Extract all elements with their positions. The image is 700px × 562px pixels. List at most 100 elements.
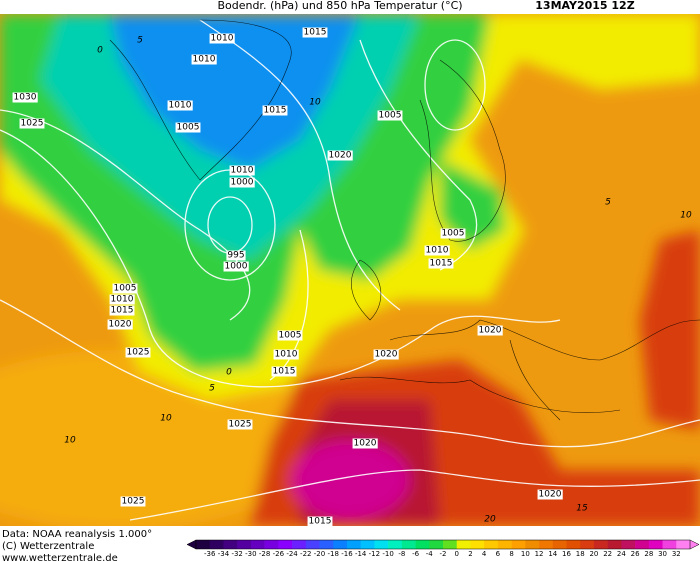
colorbar-swatch (319, 540, 334, 549)
colorbar-frame (195, 539, 691, 550)
isobar-label-box (125, 347, 151, 358)
colorbar-swatch (388, 540, 403, 549)
isotherm-label: 10 (309, 98, 321, 108)
colorbar-swatch (662, 540, 677, 549)
isobar-label: 1010 (193, 55, 216, 65)
colorbar-swatch (593, 540, 608, 549)
colorbar-swatch (360, 540, 375, 549)
colorbar-arrow-left (186, 539, 197, 550)
colorbar-swatch (250, 540, 265, 549)
isobar-label-box (377, 110, 403, 121)
colorbar-label: -28 (259, 550, 270, 558)
colorbar-swatch (346, 540, 361, 549)
colorbar-swatch (237, 540, 252, 549)
isobar-label-box (223, 261, 249, 272)
isobar-label: 1000 (225, 262, 248, 272)
isobar-label: 1005 (442, 229, 465, 239)
colorbar-label: 16 (562, 550, 571, 558)
colorbar-swatch (401, 540, 416, 549)
footer: Data: NOAA reanalysis 1.000° (C) Wetterz… (2, 529, 152, 562)
isobar-label-box (373, 349, 399, 360)
colorbar-swatch (415, 540, 430, 549)
coastlines (109, 19, 700, 421)
colorbar-label: -20 (314, 550, 325, 558)
isobar-label-box (12, 92, 38, 103)
isobar-label: 1015 (304, 28, 327, 38)
colorbar-swatch (374, 540, 389, 549)
colorbar-label: 10 (521, 550, 530, 558)
isobar-label: 1010 (111, 295, 134, 305)
isobar-label-box (277, 330, 303, 341)
colorbar-label: 4 (482, 550, 487, 558)
colorbar-label: 32 (672, 550, 681, 558)
isobar-label-box (19, 118, 45, 129)
colorbar-swatch (278, 540, 293, 549)
colorbar-swatch (497, 540, 512, 549)
isobar-label: 1005 (279, 331, 302, 341)
website: www.wetterzentrale.de (2, 553, 118, 562)
isobar-label: 1005 (379, 111, 402, 121)
isobar-label: 1015 (264, 106, 287, 116)
isobar-label-box (229, 177, 255, 188)
colorbar-swatch (196, 540, 211, 549)
isotherm-label: 0 (97, 46, 103, 56)
isobar-label-box (229, 165, 255, 176)
isobar-label: 1015 (430, 259, 453, 269)
colorbar-swatch (470, 540, 485, 549)
colorbar-label: -12 (369, 550, 380, 558)
colorbar-label: 18 (576, 550, 585, 558)
colorbar-label: -18 (328, 550, 339, 558)
isobar-label: 1015 (309, 517, 332, 527)
colorbar-label: 30 (658, 550, 667, 558)
isotherm-label: 10 (160, 414, 172, 424)
colorbar-swatch (456, 540, 471, 549)
colorbar: -36 -34 -32 -30 -28 -26 -24 -22 -20 -18 -16 -14 -12-… (186, 539, 700, 558)
isotherm-label: 5 (209, 384, 215, 394)
colorbar-label: -14 (355, 550, 367, 558)
isobar-label: 1020 (375, 350, 398, 360)
isobar-label: 1010 (231, 166, 254, 176)
isotherm-label: 0 (226, 368, 232, 378)
colorbar-label: 0 (454, 550, 458, 558)
isobar-label-box (226, 250, 246, 261)
colorbar-label: -6 (412, 550, 420, 558)
isobar-label-box (227, 419, 253, 430)
isobar-label: 1030 (14, 93, 37, 103)
colorbar-label: -8 (398, 550, 405, 558)
colorbar-label: -2 (440, 550, 447, 558)
isobar-label: 1000 (231, 178, 254, 188)
colorbar-swatch (566, 540, 581, 549)
colorbar-swatch (552, 540, 567, 549)
isobar-label: 1025 (127, 348, 150, 358)
colorbar-swatch (429, 540, 444, 549)
colorbar-label: -16 (341, 550, 353, 558)
isobar-label-box (107, 319, 133, 330)
colorbar-swatch (539, 540, 554, 549)
isobar-label-box (109, 305, 135, 316)
colorbar-swatch (525, 540, 540, 549)
isotherm-label: 10 (64, 436, 76, 446)
isobar-label: 1025 (122, 497, 145, 507)
isobar-label: 1010 (169, 101, 192, 111)
isobar-label-box (424, 245, 450, 256)
colorbar-label: 14 (548, 550, 557, 558)
isobar-label: 1010 (211, 34, 234, 44)
isotherm-label: 20 (484, 515, 496, 525)
colorbar-label: -34 (218, 550, 230, 558)
isotherm-label: 5 (137, 36, 143, 46)
isobar-label: 1010 (426, 246, 449, 256)
colorbar-swatch (443, 540, 458, 549)
isobar-label: 1020 (539, 490, 562, 500)
colorbar-label: -4 (426, 550, 434, 558)
colorbar-label: 22 (603, 550, 612, 558)
isobar-label-box (271, 366, 297, 377)
colorbar-swatch (648, 540, 663, 549)
colorbar-swatch (607, 540, 622, 549)
isotherm-label: 5 (605, 198, 611, 208)
colorbar-label: -26 (273, 550, 285, 558)
colorbar-label: -10 (382, 550, 393, 558)
isotherm-label: 10 (680, 211, 692, 221)
isobar-label-box (262, 105, 288, 116)
data-source: Data: NOAA reanalysis 1.000° (2, 529, 152, 540)
colorbar-label: -22 (300, 550, 311, 558)
